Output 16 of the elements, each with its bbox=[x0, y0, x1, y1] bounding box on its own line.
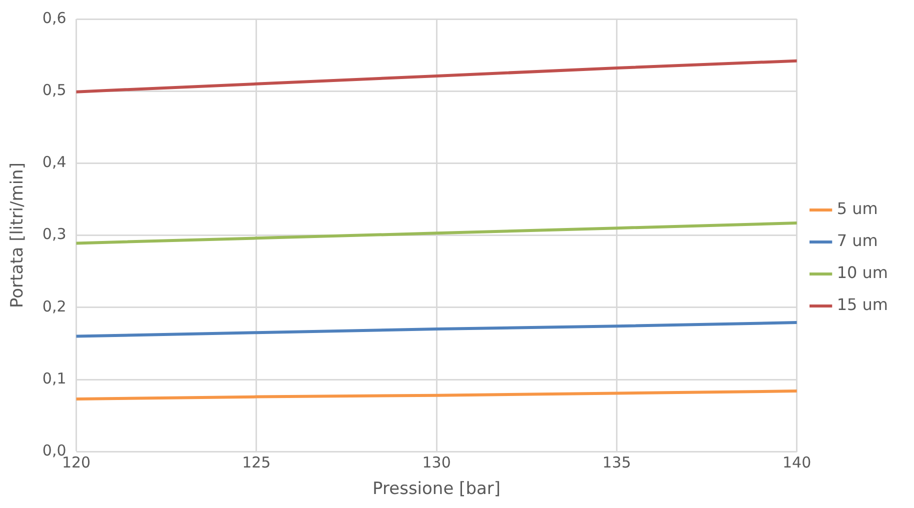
x-axis-title: Pressione [bar] bbox=[372, 479, 501, 500]
y-tick-label: 0,2 bbox=[42, 297, 66, 316]
y-axis-title: Portata [litri/min] bbox=[8, 162, 28, 308]
legend-label: 10 um bbox=[836, 263, 888, 282]
x-tick-label: 125 bbox=[242, 453, 271, 472]
y-tick-label: 0,6 bbox=[42, 8, 66, 27]
y-tick-label: 0,4 bbox=[42, 153, 66, 172]
x-tick-label: 130 bbox=[422, 453, 451, 472]
y-tick-label: 0,5 bbox=[42, 80, 66, 99]
x-tick-label: 135 bbox=[602, 453, 632, 472]
y-tick-label: 0,1 bbox=[42, 369, 66, 388]
legend-label: 5 um bbox=[836, 199, 878, 218]
legend-label: 7 um bbox=[836, 231, 878, 250]
x-tick-label: 140 bbox=[782, 453, 812, 472]
legend-label: 15 um bbox=[836, 295, 888, 314]
y-tick-label: 0,3 bbox=[42, 225, 66, 244]
